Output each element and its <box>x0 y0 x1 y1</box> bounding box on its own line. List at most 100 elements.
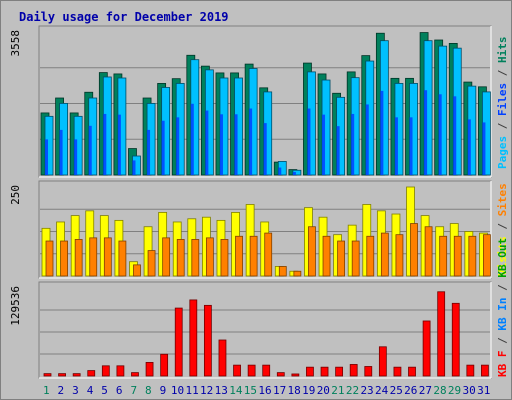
bar-sites <box>45 240 54 277</box>
bar-sites <box>366 235 375 277</box>
bar-files <box>380 90 384 175</box>
ymax-label-kb: 129536 <box>9 286 22 326</box>
bar-sites <box>162 237 171 277</box>
bar-sites <box>249 235 258 277</box>
bar-kbf <box>72 373 81 377</box>
bar-files <box>88 125 92 175</box>
bar-files <box>117 114 121 175</box>
day-label: 9 <box>160 384 167 397</box>
bar-kbf <box>466 364 475 377</box>
day-label: 7 <box>130 384 137 397</box>
legend-top-part: / <box>496 63 509 83</box>
day-label: 6 <box>116 384 123 397</box>
bar-kbf <box>145 362 154 377</box>
bar-files <box>394 117 398 175</box>
bar-files <box>132 160 136 175</box>
bar-files <box>205 110 209 175</box>
day-label: 2 <box>58 384 65 397</box>
bar-files <box>234 114 238 175</box>
bar-sites <box>74 239 83 277</box>
bar-sites <box>337 240 346 277</box>
day-label: 31 <box>477 384 490 397</box>
day-label: 19 <box>302 384 315 397</box>
bar-kbf <box>247 364 256 377</box>
bar-files <box>176 117 180 175</box>
day-label: 15 <box>244 384 257 397</box>
bar-files <box>147 129 151 175</box>
bar-files <box>292 171 296 175</box>
legend-bottom: KB F / KB In / KB Out <box>496 238 509 377</box>
chart-title: Daily usage for December 2019 <box>19 10 229 24</box>
day-label: 18 <box>288 384 301 397</box>
bar-sites <box>60 240 68 277</box>
legend-bottom-part: / <box>496 278 509 298</box>
day-label: 3 <box>72 384 79 397</box>
bar-sites <box>220 239 229 277</box>
bar-sites <box>439 235 448 277</box>
day-label: 5 <box>101 384 108 397</box>
legend-middle: Visits / Sites <box>496 183 509 276</box>
legend-bottom-part: KB Out <box>496 238 509 278</box>
bar-sites <box>424 226 433 277</box>
bar-sites <box>410 223 418 277</box>
bar-kbf <box>233 364 241 377</box>
bar-sites <box>89 237 98 277</box>
bar-files <box>278 167 282 175</box>
bar-kbf <box>320 366 329 377</box>
bar-sites <box>191 239 200 277</box>
bar-kbf <box>451 302 460 377</box>
bar-files <box>438 94 442 175</box>
day-label: 1 <box>43 384 50 397</box>
day-label: 30 <box>463 384 476 397</box>
day-label: 16 <box>258 384 271 397</box>
bar-kbf <box>218 339 227 377</box>
day-label: 28 <box>433 384 446 397</box>
day-label: 27 <box>419 384 432 397</box>
bar-files <box>409 117 413 175</box>
bar-sites <box>453 235 462 277</box>
bar-kbf <box>87 370 96 377</box>
day-label: 17 <box>273 384 286 397</box>
bar-files <box>351 113 355 175</box>
day-label: 13 <box>215 384 228 397</box>
day-label: 11 <box>185 384 198 397</box>
day-label: 22 <box>346 384 359 397</box>
bar-kbf <box>378 346 387 377</box>
bar-sites <box>308 226 316 277</box>
bar-kbf <box>262 364 271 377</box>
legend-bottom-part: / <box>496 331 509 351</box>
bar-kbf <box>335 366 344 377</box>
bar-files <box>467 119 471 175</box>
bar-kbf <box>276 372 285 377</box>
bar-kbf <box>422 320 431 377</box>
bar-kbf <box>131 372 139 377</box>
legend-top-part: Files <box>496 83 509 116</box>
bar-kbf <box>437 291 446 377</box>
legend-top: Pages / Files / Hits <box>496 37 509 170</box>
bar-files <box>219 114 223 175</box>
bar-kbf <box>291 373 300 377</box>
bar-sites <box>322 235 331 277</box>
bar-files <box>453 96 457 175</box>
bar-kbf <box>189 299 198 377</box>
bar-files <box>322 114 326 175</box>
legend-middle-part: Visits <box>496 236 509 276</box>
day-label: 23 <box>360 384 373 397</box>
bar-sites <box>103 237 112 277</box>
bar-kbf <box>43 373 52 377</box>
bar-kbf <box>349 364 358 377</box>
bar-sites <box>147 250 156 277</box>
bar-kbf <box>58 373 66 377</box>
bar-files <box>59 129 63 175</box>
bar-kbf <box>393 366 402 377</box>
bar-files <box>161 120 165 175</box>
bar-files <box>482 122 486 175</box>
bar-files <box>365 104 369 175</box>
day-label: 4 <box>87 384 94 397</box>
bar-files <box>307 108 311 175</box>
bar-kbf <box>116 365 125 377</box>
legend-bottom-part: KB F <box>496 351 509 378</box>
bar-sites <box>176 239 185 277</box>
bar-sites <box>351 240 360 277</box>
